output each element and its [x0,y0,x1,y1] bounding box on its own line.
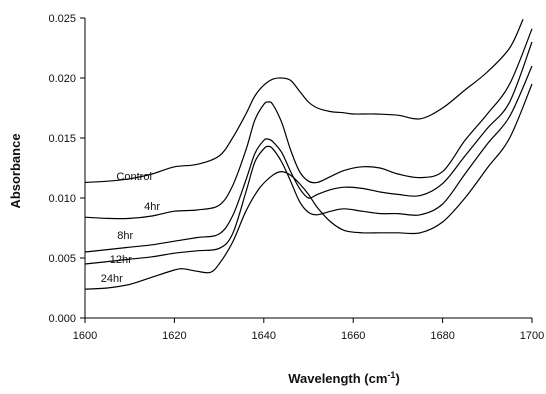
x-axis-title-superscript: -1 [387,370,395,380]
x-tick-label: 1680 [430,330,454,342]
x-tick-label: 1700 [520,330,544,342]
x-axis-title-close: ) [395,371,399,386]
series-lines [84,18,533,290]
axes [84,18,532,319]
y-tick-label: 0.000 [48,313,76,325]
series-label-4hr: 4hr [144,201,160,213]
y-tick-label: 0.020 [48,73,76,85]
x-tick-label: 1640 [252,330,276,342]
x-axis-title: Wavelength (cm-1) [288,370,400,386]
series-line-control [84,18,524,183]
y-tick-label: 0.005 [48,253,76,265]
series-line-12hr [84,65,533,265]
x-tick-label: 1600 [73,330,97,342]
x-axis-title-text: Wavelength (cm [288,371,387,386]
y-tick-label: 0.025 [48,13,76,25]
series-line-4hr [84,28,533,220]
series-label-12hr: 12hr [110,254,132,266]
series-label-control: Control [116,171,151,183]
y-axis-title: Absorbance [8,133,23,208]
ticks: 0.000 0.005 0.010 0.015 0.020 0.025 1600 1620 16… [48,13,544,342]
y-tick-label: 0.010 [48,193,76,205]
series-line-24hr [84,83,533,290]
series-labels: Control 4hr 8hr 12hr 24hr [101,171,161,285]
series-line-8hr [84,41,533,253]
series-label-24hr: 24hr [101,273,123,285]
y-tick-label: 0.015 [48,133,76,145]
series-label-8hr: 8hr [117,230,133,242]
x-tick-label: 1660 [341,330,365,342]
x-tick-label: 1620 [162,330,186,342]
